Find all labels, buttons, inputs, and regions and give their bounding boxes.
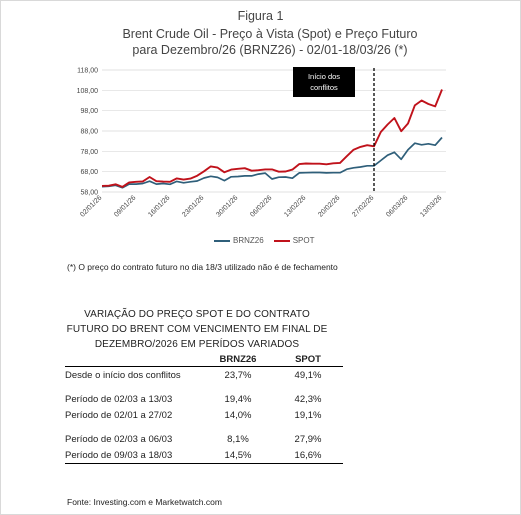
table-row: Desde o início dos conflitos 23,7% 49,1% — [65, 367, 343, 384]
row-spot: 16,6% — [273, 447, 343, 464]
row-label: Período de 02/03 a 13/03 — [65, 394, 173, 405]
y-tick-label: 58,00 — [80, 190, 98, 197]
y-tick-label: 118,00 — [77, 68, 98, 75]
row-label: Desde o início dos conflitos — [65, 370, 181, 381]
table-title-line-1: VARIAÇÃO DO PREÇO SPOT E DO CONTRATO — [84, 309, 310, 320]
x-tick-label: 02/01/26 — [79, 194, 103, 218]
row-label: Período de 02/03 a 06/03 — [65, 434, 173, 445]
legend-label-spot: SPOT — [292, 236, 315, 245]
row-brnz: 14,0% — [224, 410, 252, 421]
y-tick-label: 68,00 — [80, 169, 98, 176]
table-row: Período de 02/03 a 06/03 8,1% 27,9% — [65, 431, 343, 447]
chart-title: Brent Crude Oil - Preço à Vista (Spot) e… — [60, 26, 480, 58]
chart-title-line-1: Brent Crude Oil - Preço à Vista (Spot) e… — [122, 27, 418, 41]
x-tick-label: 13/03/26 — [419, 194, 443, 218]
table-title-line-2: FUTURO DO BRENT COM VENCIMENTO EM FINAL … — [66, 324, 328, 335]
table-spacer — [65, 383, 343, 391]
chart-title-line-2: para Dezembro/26 (BRNZ26) - 02/01-18/03/… — [132, 43, 408, 57]
variation-table: BRNZ26 SPOT Desde o início dos conflitos… — [65, 352, 343, 464]
x-tick-label: 13/02/26 — [283, 194, 307, 218]
row-label: Período de 02/01 a 27/02 — [65, 410, 173, 421]
legend-label-brnz26: BRNZ26 — [233, 236, 264, 245]
series-line-spot — [101, 89, 443, 188]
row-brnz: 14,5% — [203, 447, 273, 464]
row-spot: 27,9% — [294, 434, 322, 445]
legend-swatch-spot — [273, 239, 290, 242]
x-tick-label: 23/01/26 — [181, 194, 205, 218]
row-brnz: 19,4% — [224, 394, 252, 405]
x-tick-label: 06/02/26 — [249, 194, 273, 218]
legend-item-spot: SPOT — [273, 236, 315, 245]
row-label: Período de 09/03 a 18/03 — [65, 447, 203, 464]
header-brnz26: BRNZ26 — [219, 354, 257, 365]
row-brnz: 8,1% — [227, 434, 249, 445]
x-tick-label: 09/01/26 — [113, 194, 137, 218]
annotation-text: conflitos — [310, 83, 338, 92]
y-tick-label: 88,00 — [80, 129, 98, 136]
legend-swatch-brnz26 — [214, 239, 230, 242]
price-chart: 58,00 68,00 78,00 88,00 98,00 108,00 118,00 02/… — [77, 67, 446, 219]
row-spot: 19,1% — [294, 410, 322, 421]
row-brnz: 23,7% — [224, 370, 252, 381]
table-spacer — [65, 423, 343, 431]
y-tick-label: 78,00 — [80, 149, 98, 156]
x-tick-label: 30/01/26 — [215, 194, 239, 218]
x-tick-label: 20/02/26 — [317, 194, 341, 218]
annotation-text: Início dos — [308, 72, 340, 81]
annotation-box — [293, 67, 355, 97]
table-row: Período de 09/03 a 18/03 14,5% 16,6% — [65, 447, 343, 464]
legend-item-brnz26: BRNZ26 — [214, 236, 264, 245]
chart-legend: BRNZ26 SPOT — [214, 236, 314, 245]
figure-label: Figura 1 — [237, 9, 284, 23]
source-note: Fonte: Investing.com e Marketwatch.com — [67, 497, 222, 507]
table-title-line-3: DEZEMBRO/2026 EM PERÍDOS VARIADOS — [94, 339, 300, 350]
row-spot: 49,1% — [294, 370, 322, 381]
table-row: Período de 02/03 a 13/03 19,4% 42,3% — [65, 391, 343, 407]
footnote: (*) O preço do contrato futuro no dia 18… — [67, 262, 338, 272]
y-tick-label: 98,00 — [80, 108, 98, 115]
header-label-cell — [65, 352, 203, 367]
header-spot: SPOT — [295, 354, 321, 365]
table-title: VARIAÇÃO DO PREÇO SPOT E DO CONTRATO FUT… — [62, 307, 332, 352]
x-tick-label: 16/01/26 — [147, 194, 171, 218]
table-row: Período de 02/01 a 27/02 14,0% 19,1% — [65, 407, 343, 423]
y-tick-label: 108,00 — [77, 88, 99, 95]
x-tick-label: 06/03/26 — [385, 194, 409, 218]
x-tick-label: 27/02/26 — [351, 194, 375, 218]
table-header-row: BRNZ26 SPOT — [65, 352, 343, 367]
row-spot: 42,3% — [294, 394, 322, 405]
series-line-brnz26 — [101, 136, 443, 189]
